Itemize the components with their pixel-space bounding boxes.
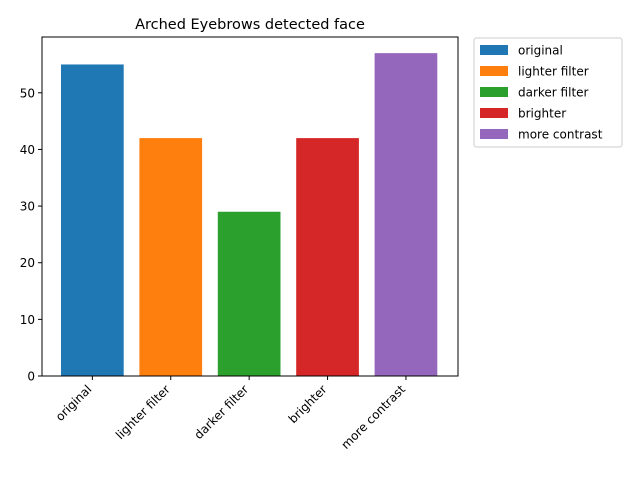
y-tick-label: 50 bbox=[20, 86, 35, 100]
legend-swatch bbox=[480, 129, 508, 139]
x-tick-label: lighter filter bbox=[113, 382, 173, 442]
bar-brighter bbox=[296, 138, 359, 376]
legend-label: more contrast bbox=[518, 128, 603, 142]
x-tick-label: brighter bbox=[286, 382, 330, 426]
legend-label: original bbox=[518, 44, 563, 58]
y-tick-label: 20 bbox=[20, 256, 35, 270]
chart-title: Arched Eyebrows detected face bbox=[135, 17, 365, 33]
bars-group bbox=[61, 53, 438, 377]
legend-label: lighter filter bbox=[518, 65, 589, 79]
legend-swatch bbox=[480, 87, 508, 97]
x-tick-label: more contrast bbox=[338, 382, 408, 452]
plot-frame bbox=[41, 36, 459, 377]
legend-swatch bbox=[480, 108, 508, 118]
bar-lighter-filter bbox=[139, 138, 203, 376]
legend-swatch bbox=[480, 45, 508, 55]
x-tick-label: darker filter bbox=[192, 382, 252, 442]
legend-label: darker filter bbox=[518, 86, 589, 100]
y-axis: 0 10 20 30 40 50 bbox=[20, 86, 42, 384]
legend-swatch bbox=[480, 66, 508, 76]
bar-darker-filter bbox=[217, 211, 281, 376]
legend: original lighter filter darker filter brigh… bbox=[473, 37, 623, 148]
y-tick-label: 10 bbox=[20, 313, 35, 327]
x-axis: original lighter filter darker filter brigh… bbox=[53, 376, 408, 452]
legend-box bbox=[473, 37, 623, 148]
legend-label: brighter bbox=[518, 107, 566, 121]
x-tick-label: original bbox=[53, 382, 95, 424]
y-tick-label: 30 bbox=[20, 200, 35, 214]
bar-more-contrast bbox=[374, 53, 438, 377]
bar-original bbox=[61, 64, 124, 376]
y-tick-label: 0 bbox=[27, 370, 35, 384]
y-tick-label: 40 bbox=[20, 143, 35, 157]
